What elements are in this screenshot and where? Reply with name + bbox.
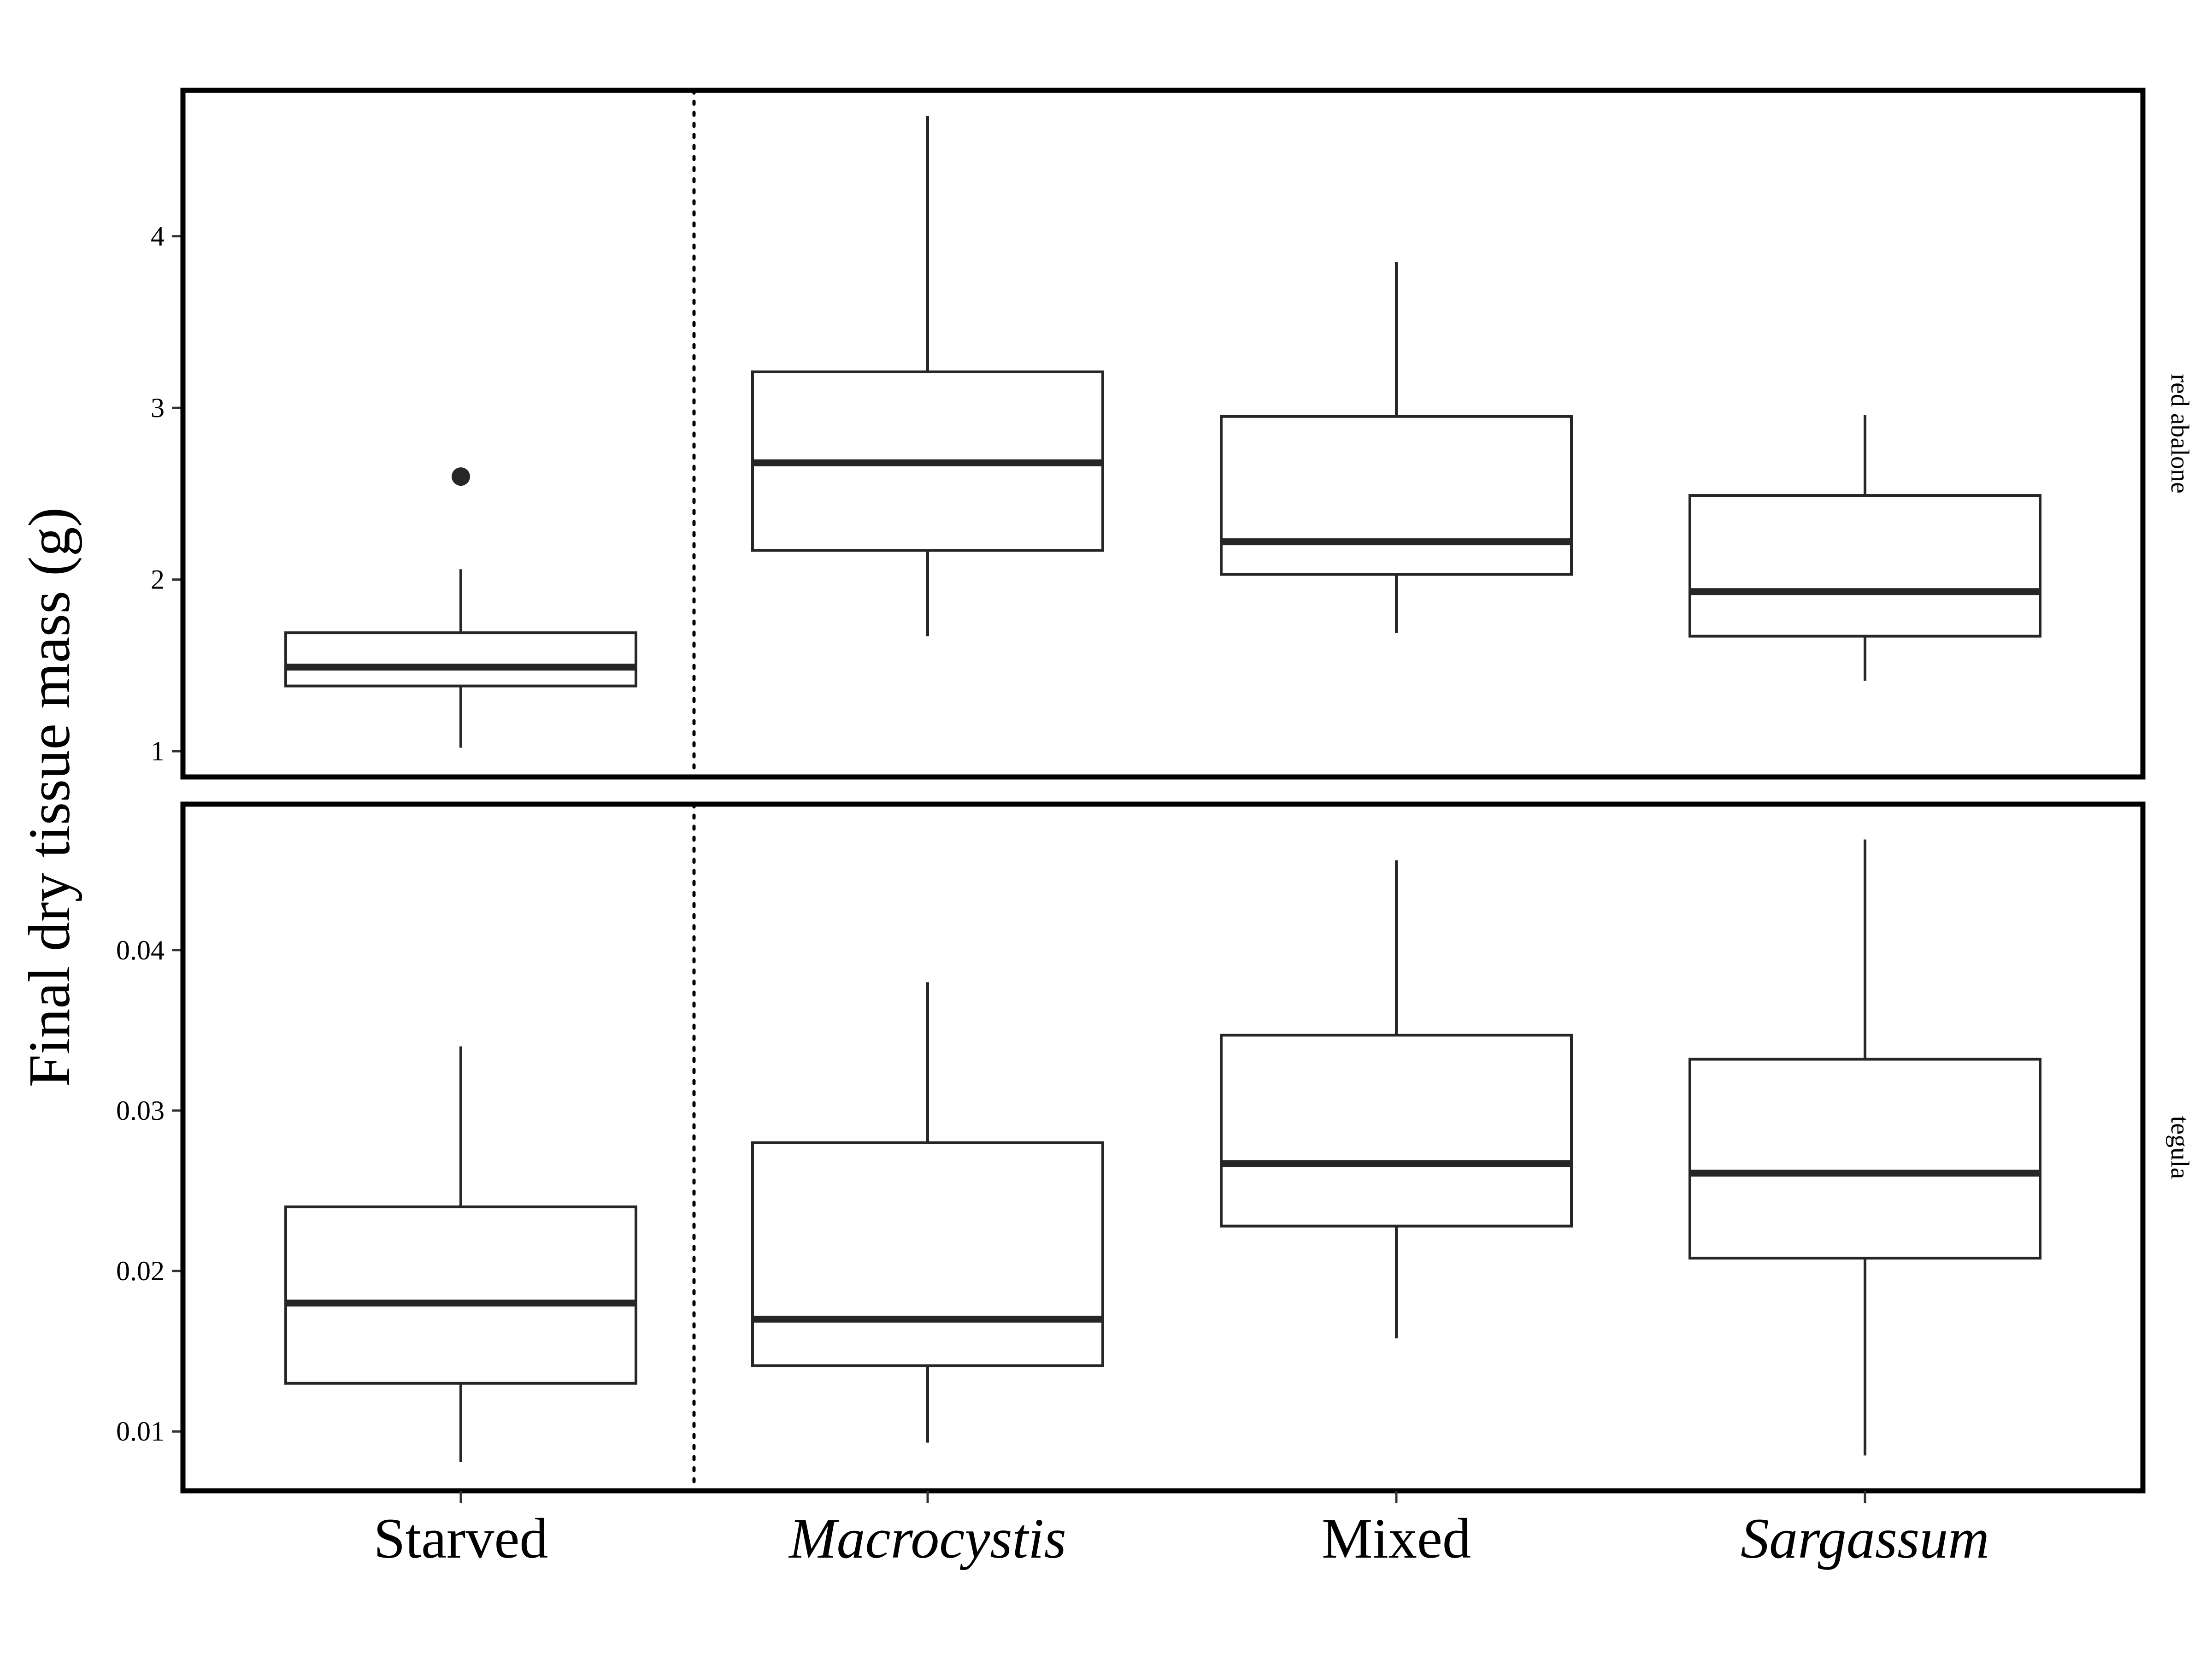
y-axis-label: Final dry tissue mass (g) — [17, 507, 82, 1088]
y-tick-label: 0.02 — [116, 1256, 165, 1286]
y-tick-label: 0.04 — [116, 935, 165, 965]
box-iqr — [1688, 1058, 2041, 1260]
facet-strip-label: red abalone — [2165, 374, 2194, 494]
panel-border — [180, 801, 2146, 1494]
box-starved — [284, 1046, 637, 1462]
box-iqr — [284, 1205, 637, 1385]
box-macrocystis — [751, 982, 1104, 1443]
box-iqr — [1220, 415, 1573, 576]
box-mixed — [1220, 860, 1573, 1339]
facet-panel-1: 1 2 3 4 red abalone — [151, 88, 2194, 780]
box-starved — [284, 467, 637, 748]
facet-strip-label: tegula — [2165, 1116, 2194, 1179]
box-mixed — [1220, 262, 1573, 633]
y-tick-label: 0.03 — [116, 1095, 165, 1126]
box-iqr — [1688, 494, 2041, 638]
box-sargassum — [1688, 839, 2041, 1456]
x-tick-label: Mixed — [1322, 1507, 1471, 1570]
y-tick-label: 0.01 — [116, 1416, 165, 1447]
y-tick-label: 2 — [151, 565, 165, 595]
y-tick-label: 4 — [151, 221, 165, 252]
x-tick-label: Starved — [374, 1507, 548, 1570]
box-iqr — [751, 1141, 1104, 1367]
y-tick-label: 3 — [151, 393, 165, 423]
x-tick-label: Macrocystis — [788, 1507, 1066, 1570]
box-macrocystis — [751, 116, 1104, 636]
box-sargassum — [1688, 415, 2041, 681]
x-tick-label: Sargassum — [1741, 1507, 1989, 1570]
y-tick-label: 1 — [151, 736, 165, 766]
box-iqr — [1220, 1034, 1573, 1228]
outlier-point — [452, 467, 470, 486]
panel-border — [180, 88, 2146, 780]
box-iqr — [284, 631, 637, 688]
facet-panel-2: 0.01 0.02 0.03 0.04 tegula — [116, 801, 2194, 1494]
